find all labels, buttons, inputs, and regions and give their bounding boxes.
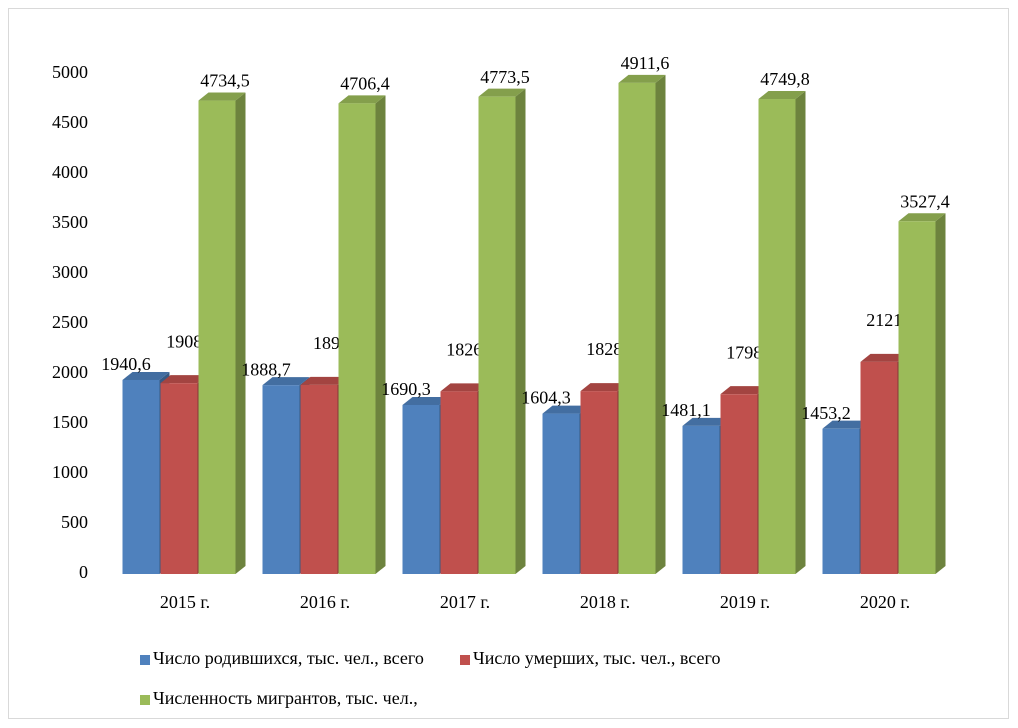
bar (822, 428, 860, 574)
bar-top (898, 213, 946, 222)
x-tick-label: 2020 г. (860, 592, 910, 612)
bar (682, 425, 720, 574)
bar-top (122, 371, 170, 380)
bar-top (402, 396, 450, 405)
y-tick-label: 0 (79, 562, 88, 582)
bar-top (860, 353, 908, 362)
bar-side (935, 213, 946, 574)
y-tick-label: 2500 (52, 312, 88, 332)
legend-label: Численность мигрантов, тыс. чел., (153, 688, 418, 708)
bar (300, 384, 338, 574)
bar-3d (478, 88, 526, 575)
bar-top (580, 383, 628, 392)
legend-swatch (140, 655, 150, 665)
bar-top (338, 95, 386, 104)
bar-3d (720, 386, 768, 574)
bar-3d (338, 95, 386, 575)
bar (478, 96, 516, 575)
bar-top (682, 417, 730, 426)
legend-label: Число родившихся, тыс. чел., всего (153, 648, 424, 668)
data-label: 4734,5 (200, 71, 250, 91)
bar (338, 103, 376, 575)
bar (758, 99, 796, 575)
bar (402, 404, 440, 574)
y-tick-label: 1000 (52, 462, 88, 482)
bar (720, 394, 758, 574)
data-label: 4749,8 (760, 69, 810, 89)
bar (860, 361, 898, 574)
y-tick-label: 5000 (52, 62, 88, 82)
y-tick-label: 3500 (52, 212, 88, 232)
bar-top (618, 74, 666, 83)
y-tick-label: 4500 (52, 112, 88, 132)
bar (618, 82, 656, 574)
x-tick-label: 2016 г. (300, 592, 350, 612)
data-label: 4706,4 (340, 73, 390, 93)
data-label: 4911,6 (621, 53, 670, 73)
bar-3d (758, 91, 806, 575)
y-tick-label: 500 (61, 512, 88, 532)
data-label: 3527,4 (900, 191, 950, 211)
bar-3d (898, 213, 946, 574)
x-tick-label: 2015 г. (160, 592, 210, 612)
legend-swatch (140, 695, 150, 705)
bar-top (478, 88, 526, 97)
bar-top (160, 375, 208, 384)
bar-top (720, 386, 768, 395)
bar-top (542, 405, 590, 414)
bar-side (375, 95, 386, 575)
bar-top (758, 91, 806, 100)
data-label: 1888,7 (241, 359, 291, 379)
bar-side (795, 91, 806, 575)
data-label: 4773,5 (480, 67, 530, 87)
data-label: 1690,3 (381, 379, 431, 399)
bar-top (300, 376, 348, 385)
y-tick-label: 1500 (52, 412, 88, 432)
bar-side (235, 92, 246, 575)
x-tick-label: 2017 г. (440, 592, 490, 612)
y-tick-label: 3000 (52, 262, 88, 282)
x-tick-label: 2018 г. (580, 592, 630, 612)
bar (542, 413, 580, 574)
y-tick-label: 4000 (52, 162, 88, 182)
data-label: 1604,3 (521, 388, 571, 408)
bar-side (655, 74, 666, 574)
data-label: 1940,6 (101, 354, 151, 374)
bar-top (440, 383, 488, 392)
data-label: 1481,1 (661, 400, 711, 420)
bar (122, 379, 160, 574)
bar (580, 391, 618, 574)
bar-side (515, 88, 526, 575)
bar (160, 383, 198, 574)
legend-swatch (460, 655, 470, 665)
bar (262, 385, 300, 574)
bar-top (198, 92, 246, 101)
legend-label: Число умерших, тыс. чел., всего (473, 648, 720, 668)
x-tick-label: 2019 г. (720, 592, 770, 612)
bar (440, 391, 478, 574)
bar-top (822, 420, 870, 429)
y-tick-label: 2000 (52, 362, 88, 382)
bar-top (262, 377, 310, 386)
bar (898, 221, 936, 574)
bar (198, 100, 236, 575)
bar-3d (618, 74, 666, 574)
data-label: 1453,2 (801, 403, 851, 423)
bar-3d (198, 92, 246, 575)
